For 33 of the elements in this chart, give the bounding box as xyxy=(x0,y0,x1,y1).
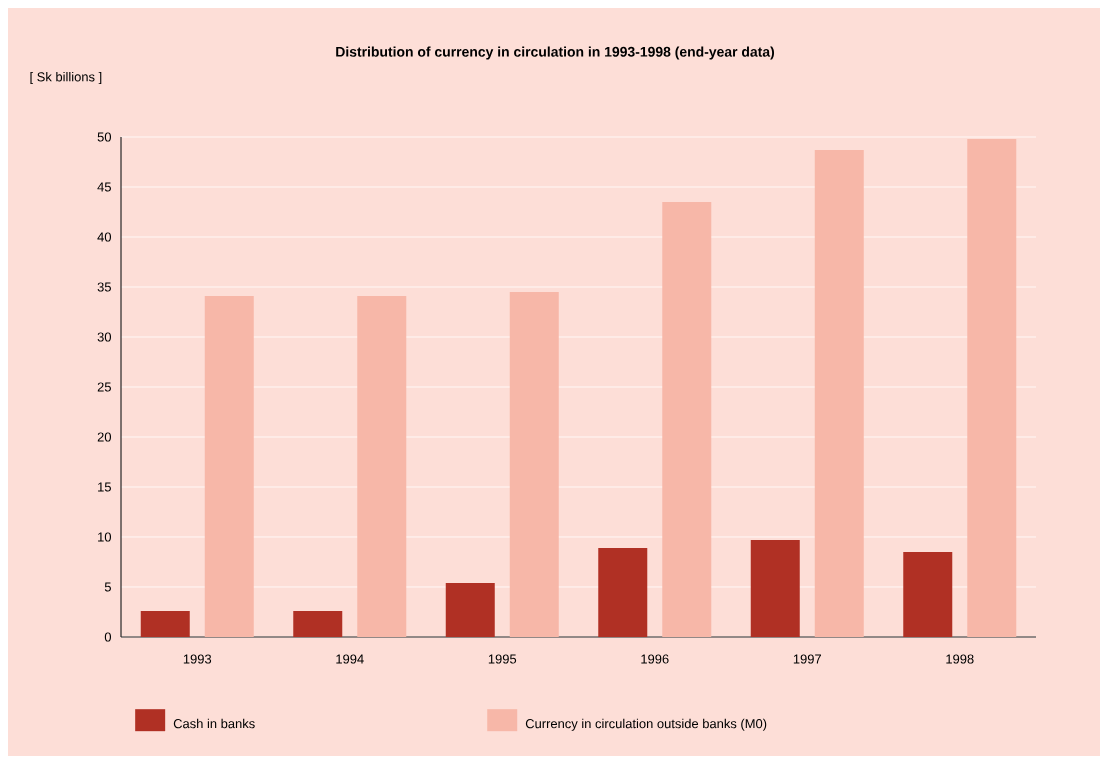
bar xyxy=(662,201,712,637)
x-tick-label: 1997 xyxy=(793,654,821,664)
y-tick-label: 30 xyxy=(97,332,112,342)
chart-title: Distribution of currency in circulation in 1993-1998 (end-year data) xyxy=(336,46,775,60)
x-tick-label: 1993 xyxy=(183,654,212,664)
x-tick-label: 1994 xyxy=(336,654,364,664)
y-tick-label: 5 xyxy=(104,582,111,592)
x-tick-label: 1996 xyxy=(641,654,669,664)
bar xyxy=(509,291,559,637)
x-tick-label: 1995 xyxy=(488,654,517,664)
bar xyxy=(967,138,1017,637)
bar xyxy=(814,149,864,637)
y-tick-label: 10 xyxy=(98,532,112,542)
legend-label: Currency in circulation outside banks (M0) xyxy=(525,718,767,731)
y-tick-label: 0 xyxy=(104,632,112,642)
bar xyxy=(598,547,648,637)
y-tick-label: 20 xyxy=(97,432,112,442)
y-tick-label: 35 xyxy=(97,282,111,292)
bar xyxy=(445,582,495,637)
bar xyxy=(204,295,254,637)
y-axis-title: [ Sk billions ] xyxy=(30,71,102,85)
y-tick-label: 25 xyxy=(97,382,111,392)
bar xyxy=(140,610,190,637)
bar xyxy=(293,610,343,637)
y-tick-label: 45 xyxy=(97,182,111,192)
bar xyxy=(903,551,953,637)
bar xyxy=(357,295,407,637)
x-tick-label: 1998 xyxy=(946,654,974,664)
y-tick-label: 50 xyxy=(97,132,112,142)
y-tick-label: 15 xyxy=(98,482,111,492)
legend-label: Cash in banks xyxy=(173,718,255,729)
bar xyxy=(750,539,800,637)
y-tick-label: 40 xyxy=(97,232,112,242)
